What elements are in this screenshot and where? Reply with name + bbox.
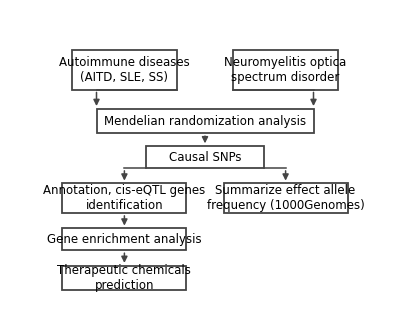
Text: Causal SNPs: Causal SNPs — [169, 151, 241, 164]
Text: Mendelian randomization analysis: Mendelian randomization analysis — [104, 115, 306, 128]
Text: Annotation, cis-eQTL genes
identification: Annotation, cis-eQTL genes identificatio… — [43, 184, 206, 212]
Text: Therapeutic chemicals
prediction: Therapeutic chemicals prediction — [58, 264, 191, 292]
Text: Gene enrichment analysis: Gene enrichment analysis — [47, 233, 202, 246]
FancyBboxPatch shape — [146, 146, 264, 168]
Text: Summarize effect allele
frequency (1000Genomes): Summarize effect allele frequency (1000G… — [207, 184, 364, 212]
FancyBboxPatch shape — [233, 50, 338, 90]
Text: Autoimmune diseases
(AITD, SLE, SS): Autoimmune diseases (AITD, SLE, SS) — [59, 56, 190, 84]
FancyBboxPatch shape — [72, 50, 177, 90]
FancyBboxPatch shape — [62, 266, 186, 290]
FancyBboxPatch shape — [96, 109, 314, 133]
Text: Neuromyelitis optica
spectrum disorder: Neuromyelitis optica spectrum disorder — [224, 56, 347, 84]
FancyBboxPatch shape — [62, 228, 186, 250]
FancyBboxPatch shape — [224, 183, 348, 213]
FancyBboxPatch shape — [62, 183, 186, 213]
